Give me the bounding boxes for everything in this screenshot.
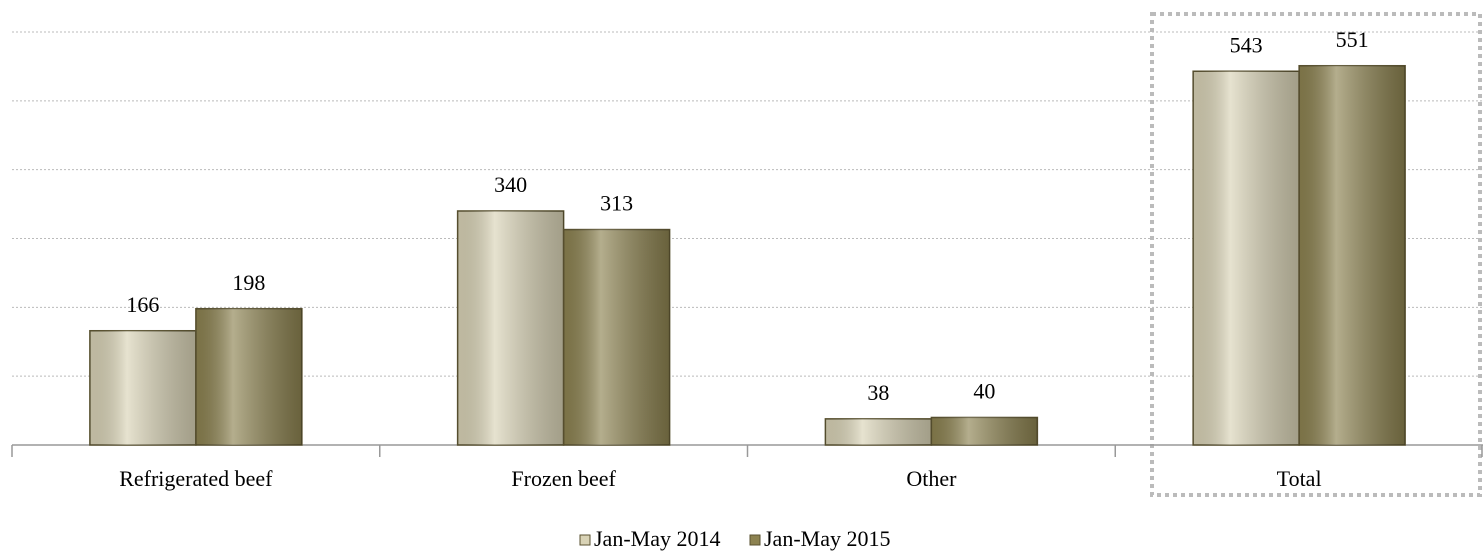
highlight-box (1150, 12, 1482, 497)
legend-swatch (749, 534, 761, 546)
legend-label: Jan-May 2015 (764, 526, 890, 551)
value-label: 340 (494, 172, 527, 197)
bar-shine (1299, 65, 1406, 445)
bar-shine (825, 418, 932, 445)
value-label: 166 (126, 292, 159, 317)
bar-shine (931, 417, 1038, 445)
bar-shine (457, 210, 564, 445)
value-label: 40 (973, 379, 995, 404)
value-label: 38 (867, 380, 889, 405)
bar-shine (195, 308, 302, 445)
legend-label: Jan-May 2014 (594, 526, 720, 551)
bar-shine (563, 229, 670, 445)
x-tick-label: Frozen beef (511, 466, 616, 491)
legend-swatch (579, 534, 591, 546)
x-tick-label: Total (1277, 466, 1322, 491)
value-label: 551 (1336, 27, 1369, 52)
value-label: 543 (1230, 32, 1263, 57)
value-label: 198 (232, 270, 265, 295)
x-tick-label: Refrigerated beef (119, 466, 273, 491)
bar-shine (1193, 71, 1300, 446)
value-label: 313 (600, 191, 633, 216)
x-tick-label: Other (906, 466, 957, 491)
bar-shine (89, 330, 196, 445)
